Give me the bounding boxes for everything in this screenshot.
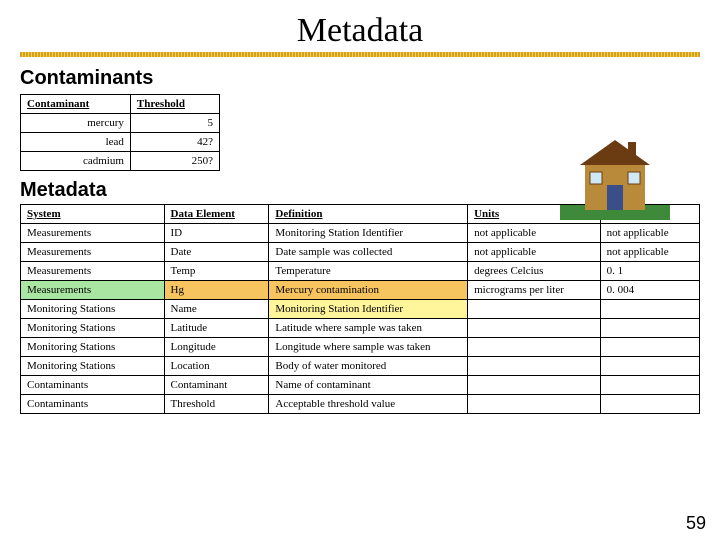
table-row: Monitoring StationsLongitudeLongitude wh…	[21, 338, 700, 357]
table-row: MeasurementsDateDate sample was collecte…	[21, 243, 700, 262]
table-row: MeasurementsIDMonitoring Station Identif…	[21, 224, 700, 243]
meta-units	[468, 300, 600, 319]
meta-prec: 0. 1	[600, 262, 699, 281]
page-number: 59	[686, 513, 706, 534]
meta-def: Latitude where sample was taken	[269, 319, 468, 338]
meta-def: Monitoring Station Identifier	[269, 300, 468, 319]
table-row: cadmium 250?	[21, 152, 220, 171]
meta-system: Measurements	[21, 281, 165, 300]
meta-def: Body of water monitored	[269, 357, 468, 376]
page-title: Metadata	[20, 12, 700, 50]
meta-system: Monitoring Stations	[21, 338, 165, 357]
meta-prec	[600, 357, 699, 376]
meta-units: degrees Celcius	[468, 262, 600, 281]
meta-system: Measurements	[21, 224, 165, 243]
meta-element: Hg	[164, 281, 269, 300]
meta-units	[468, 357, 600, 376]
meta-system: Contaminants	[21, 395, 165, 414]
meta-prec	[600, 395, 699, 414]
meta-def: Monitoring Station Identifier	[269, 224, 468, 243]
meta-prec	[600, 338, 699, 357]
meta-element: Temp	[164, 262, 269, 281]
meta-prec: not applicable	[600, 224, 699, 243]
meta-system: Monitoring Stations	[21, 319, 165, 338]
meta-system: Measurements	[21, 262, 165, 281]
meta-col-def: Definition	[269, 205, 468, 224]
meta-element: Threshold	[164, 395, 269, 414]
meta-element: Contaminant	[164, 376, 269, 395]
contam-name: lead	[21, 133, 131, 152]
contam-col-name: Contaminant	[21, 95, 131, 114]
house-icon	[560, 130, 670, 220]
meta-element: Name	[164, 300, 269, 319]
contaminants-heading: Contaminants	[20, 67, 700, 90]
meta-prec: 0. 004	[600, 281, 699, 300]
meta-col-system: System	[21, 205, 165, 224]
meta-def: Acceptable threshold value	[269, 395, 468, 414]
meta-units	[468, 319, 600, 338]
meta-element: Location	[164, 357, 269, 376]
meta-def: Longitude where sample was taken	[269, 338, 468, 357]
table-row: Monitoring StationsLatitudeLatitude wher…	[21, 319, 700, 338]
table-row: ContaminantsContaminantName of contamina…	[21, 376, 700, 395]
meta-def: Name of contaminant	[269, 376, 468, 395]
meta-def: Date sample was collected	[269, 243, 468, 262]
meta-element: Latitude	[164, 319, 269, 338]
contam-col-thresh: Threshold	[130, 95, 219, 114]
meta-units: not applicable	[468, 243, 600, 262]
meta-system: Monitoring Stations	[21, 300, 165, 319]
meta-element: Longitude	[164, 338, 269, 357]
meta-units	[468, 338, 600, 357]
contaminants-table: Contaminant Threshold mercury 5 lead 42?…	[20, 94, 220, 171]
meta-system: Contaminants	[21, 376, 165, 395]
meta-units	[468, 376, 600, 395]
table-row: MeasurementsTempTemperaturedegrees Celci…	[21, 262, 700, 281]
contam-val: 250?	[130, 152, 219, 171]
meta-prec	[600, 300, 699, 319]
table-row: MeasurementsHgMercury contaminationmicro…	[21, 281, 700, 300]
meta-units: not applicable	[468, 224, 600, 243]
contam-val: 42?	[130, 133, 219, 152]
table-row: Monitoring StationsLocationBody of water…	[21, 357, 700, 376]
divider-line	[20, 52, 700, 57]
table-row: ContaminantsThresholdAcceptable threshol…	[21, 395, 700, 414]
meta-units	[468, 395, 600, 414]
meta-def: Temperature	[269, 262, 468, 281]
meta-element: Date	[164, 243, 269, 262]
meta-units: micrograms per liter	[468, 281, 600, 300]
table-row: mercury 5	[21, 114, 220, 133]
meta-system: Monitoring Stations	[21, 357, 165, 376]
contam-name: cadmium	[21, 152, 131, 171]
table-row: lead 42?	[21, 133, 220, 152]
meta-def: Mercury contamination	[269, 281, 468, 300]
contam-name: mercury	[21, 114, 131, 133]
meta-prec: not applicable	[600, 243, 699, 262]
meta-element: ID	[164, 224, 269, 243]
contam-val: 5	[130, 114, 219, 133]
meta-prec	[600, 319, 699, 338]
meta-prec	[600, 376, 699, 395]
meta-col-element: Data Element	[164, 205, 269, 224]
meta-system: Measurements	[21, 243, 165, 262]
table-row: Monitoring StationsNameMonitoring Statio…	[21, 300, 700, 319]
metadata-table: System Data Element Definition Units Pre…	[20, 204, 700, 414]
